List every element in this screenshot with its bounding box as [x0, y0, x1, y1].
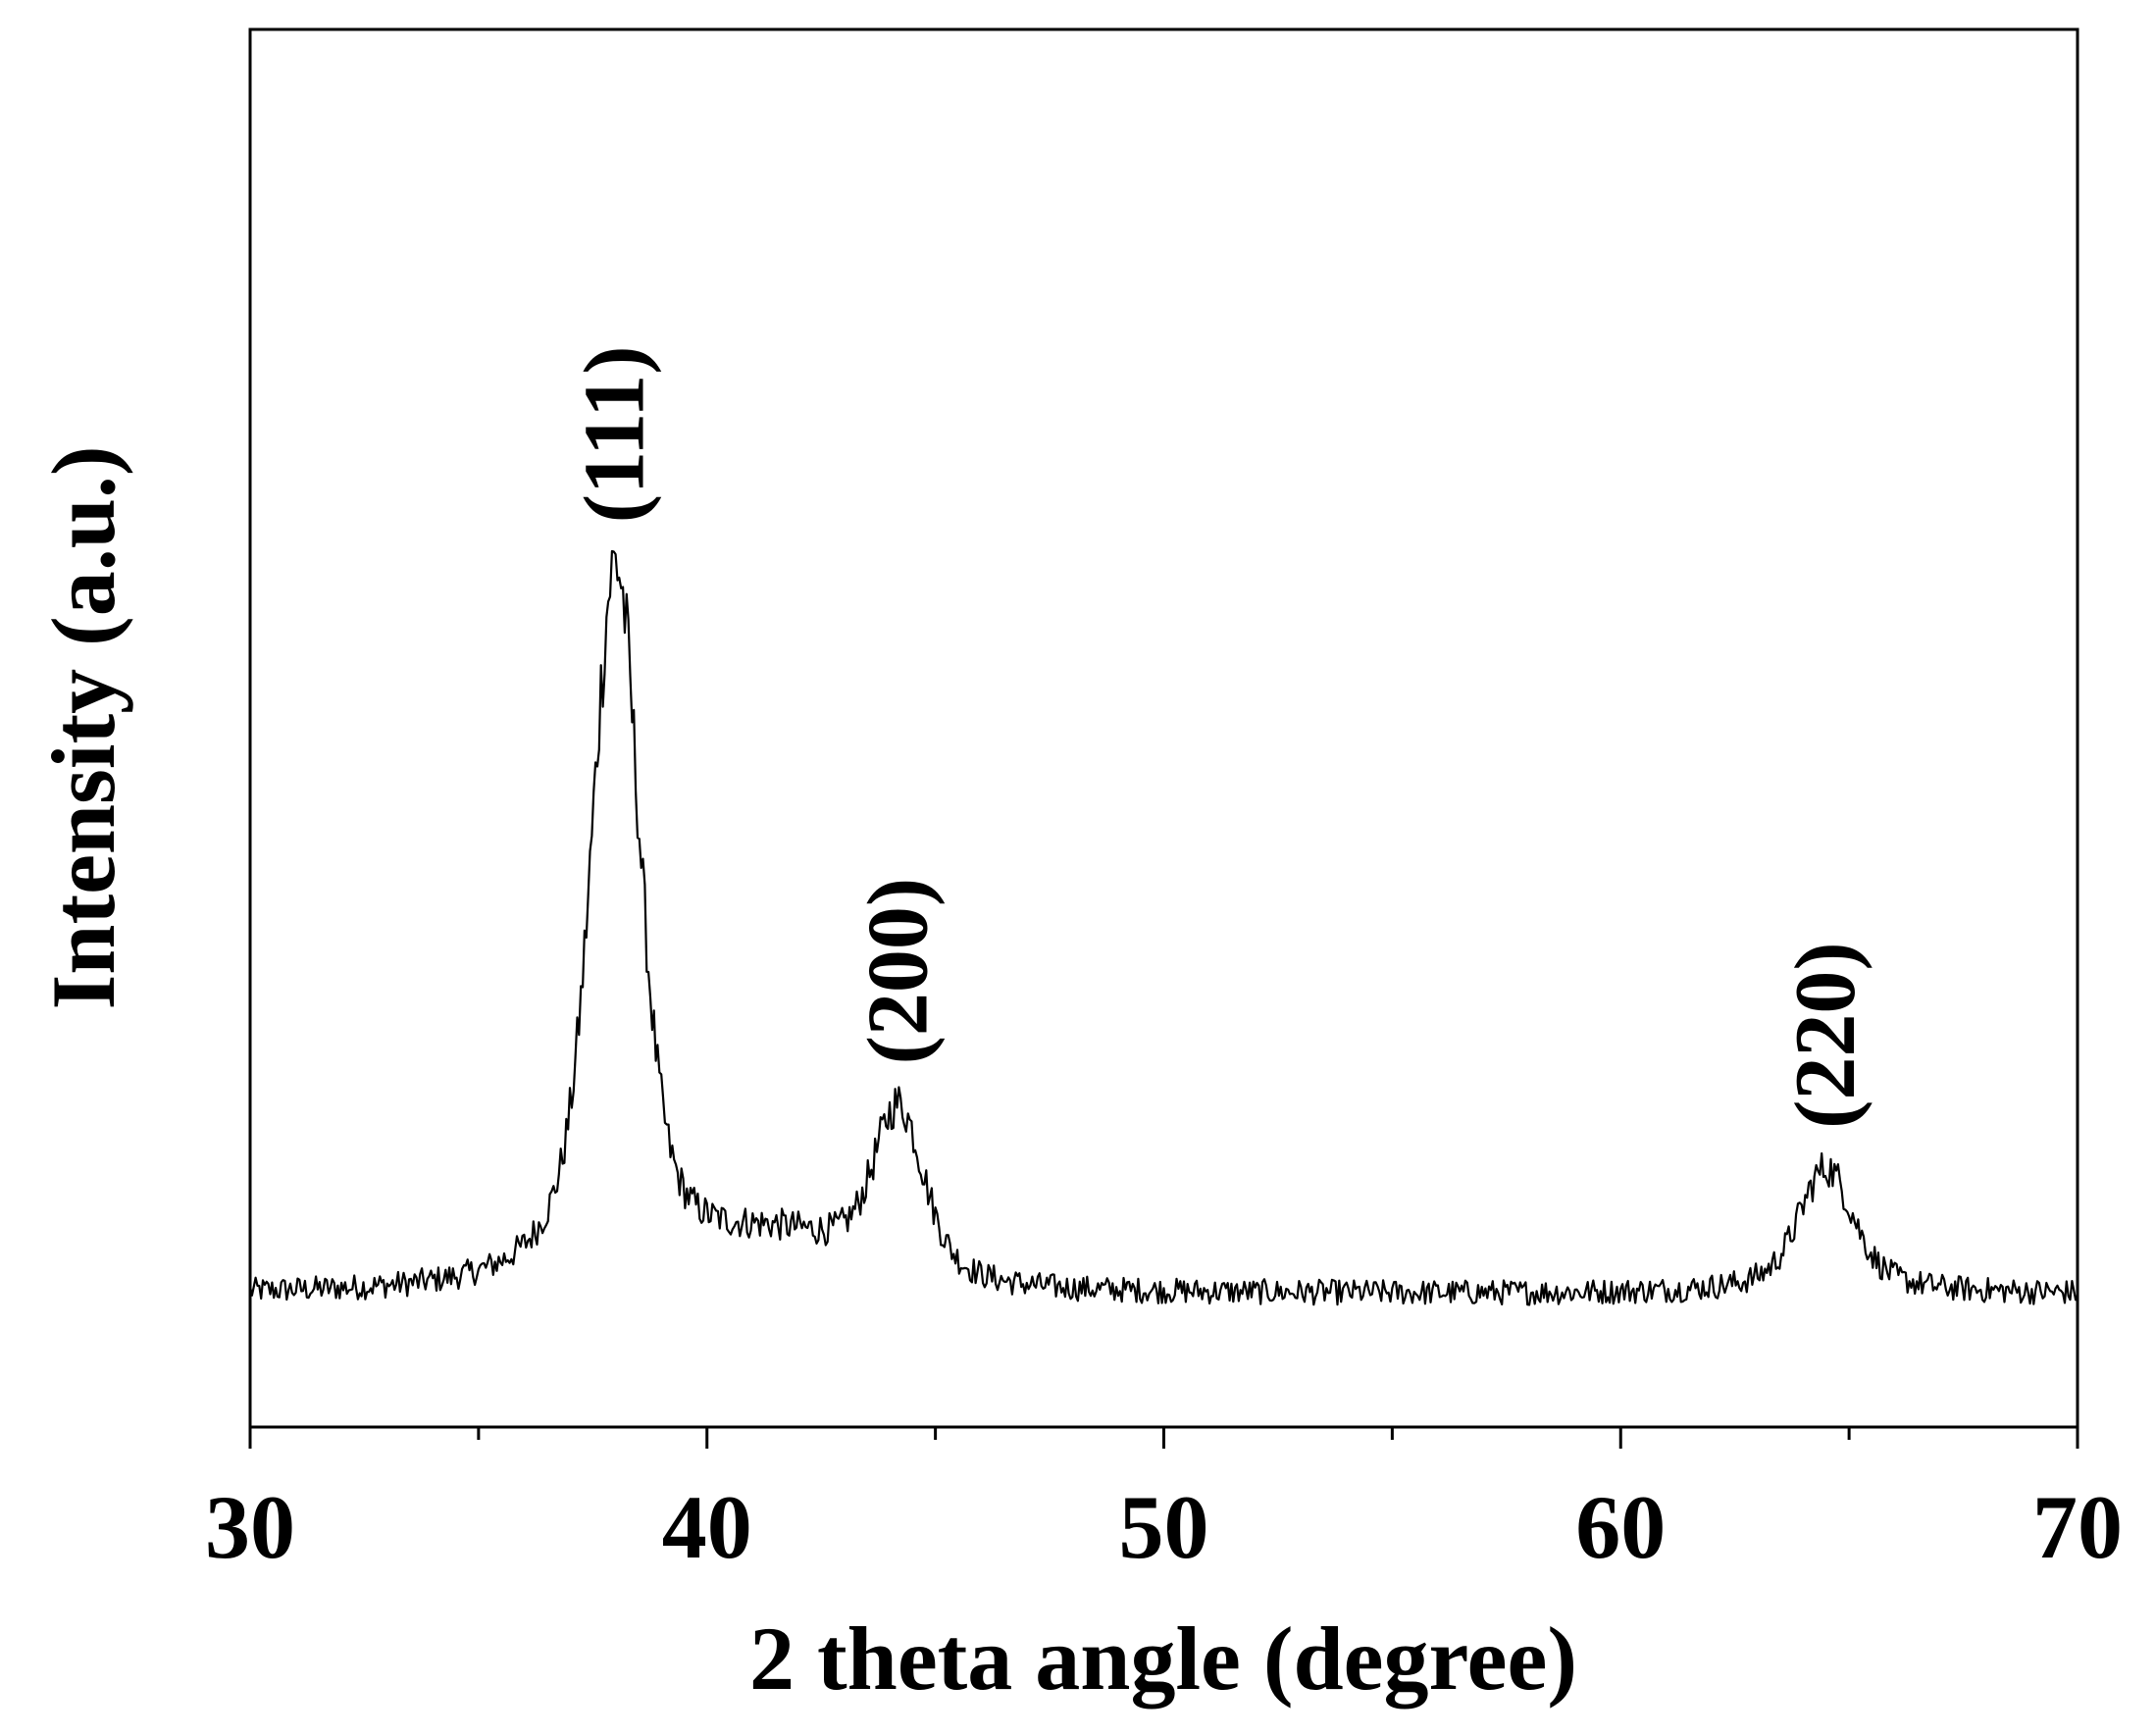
x-tick-label: 60 — [1575, 1477, 1666, 1577]
x-tick-label: 70 — [2032, 1477, 2123, 1577]
peak-label: (200) — [850, 878, 946, 1065]
y-axis-title: Intensity (a.u.) — [33, 445, 133, 1009]
x-axis-title: 2 theta angle (degree) — [749, 1608, 1577, 1709]
peak-label: (111) — [568, 345, 663, 523]
x-tick-labels: 30 40 50 60 70 — [205, 1477, 2123, 1577]
peak-label: (220) — [1778, 942, 1873, 1129]
x-tick-label: 40 — [662, 1477, 752, 1577]
x-tick-label: 30 — [205, 1477, 295, 1577]
x-ticks — [248, 1427, 2079, 1449]
peak-labels: (111) (200) (220) — [568, 345, 1873, 1129]
plot-frame — [248, 27, 2079, 1429]
x-tick-label: 50 — [1119, 1477, 1209, 1577]
intensity-line — [248, 549, 2079, 1306]
